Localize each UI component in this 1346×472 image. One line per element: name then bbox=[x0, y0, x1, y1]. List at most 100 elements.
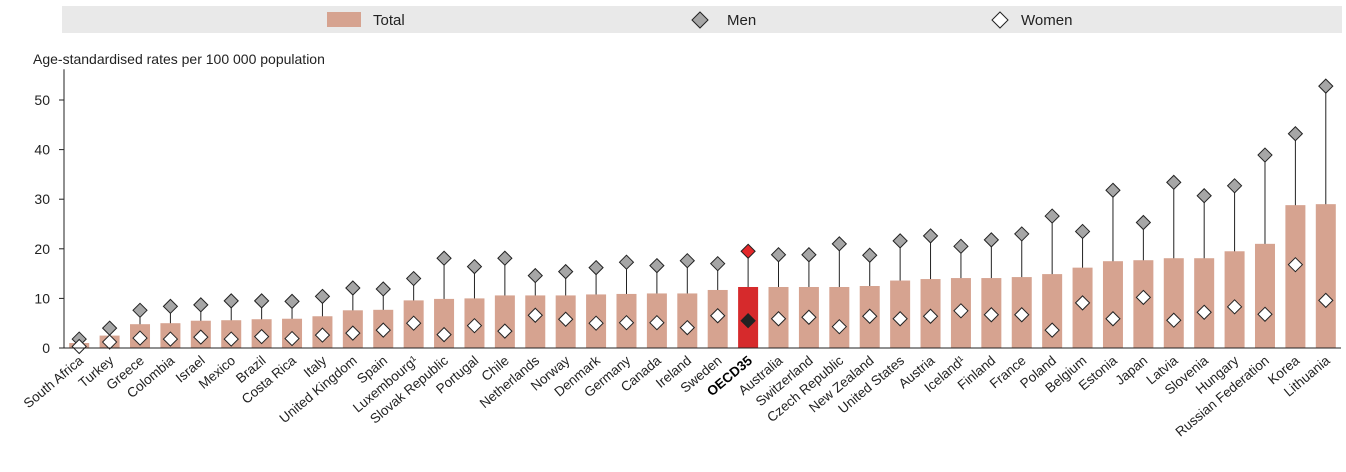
women-marker-austria bbox=[922, 308, 939, 324]
men-marker-united-states bbox=[892, 233, 908, 249]
women-marker-chile bbox=[497, 323, 513, 339]
x-tick-label-japan: Japan bbox=[1112, 353, 1150, 388]
women-marker-germany bbox=[618, 314, 635, 331]
men-marker-brazil bbox=[253, 293, 270, 309]
women-marker-finland bbox=[983, 307, 1000, 323]
men-marker-oecd35 bbox=[740, 243, 756, 259]
bar-total-chile bbox=[494, 295, 515, 348]
women-marker-canada bbox=[649, 314, 665, 331]
men-marker-czech-republic bbox=[831, 236, 848, 252]
women-marker-latvia bbox=[1166, 312, 1182, 328]
y-tick-label: 50 bbox=[34, 92, 50, 108]
women-marker-switzerland bbox=[801, 309, 817, 325]
bar-total-korea bbox=[1285, 205, 1306, 348]
women-marker-sweden bbox=[709, 308, 726, 324]
men-marker-israel bbox=[193, 297, 209, 313]
women-marker-lithuania bbox=[1318, 292, 1334, 309]
women-marker-spain bbox=[375, 322, 391, 338]
women-marker-costa-rica bbox=[284, 330, 300, 347]
men-marker-costa-rica bbox=[284, 293, 300, 310]
legend-men-diamond-icon bbox=[691, 11, 709, 29]
women-marker-denmark bbox=[588, 315, 604, 331]
women-marker-luxembourg bbox=[405, 315, 422, 331]
women-marker-hungary bbox=[1226, 299, 1243, 315]
men-marker-russian-federation bbox=[1257, 147, 1273, 163]
men-marker-united-kingdom bbox=[345, 280, 361, 296]
y-tick-label: 20 bbox=[34, 241, 50, 257]
legend-men-label: Men bbox=[727, 12, 756, 29]
men-marker-austria bbox=[922, 228, 939, 244]
men-marker-australia bbox=[770, 247, 787, 263]
women-marker-ireland bbox=[679, 319, 696, 336]
legend-women-label: Women bbox=[1021, 12, 1072, 29]
legend-women-diamond-icon bbox=[991, 11, 1009, 29]
men-marker-hungary bbox=[1226, 178, 1243, 194]
women-marker-united-states bbox=[892, 311, 908, 327]
men-marker-sweden bbox=[709, 255, 726, 272]
bar-total-estonia bbox=[1102, 261, 1123, 348]
men-marker-lithuania bbox=[1318, 78, 1334, 94]
y-tick-label: 0 bbox=[42, 340, 50, 356]
legend: Total Men Women bbox=[327, 11, 1072, 29]
women-marker-united-kingdom bbox=[345, 325, 361, 341]
women-marker-australia bbox=[770, 311, 787, 327]
men-marker-portugal bbox=[466, 258, 483, 275]
x-tick-label-south-africa: South Africa bbox=[21, 352, 87, 411]
women-marker-japan bbox=[1135, 289, 1152, 306]
y-tick-label: 10 bbox=[34, 290, 50, 306]
men-marker-belgium bbox=[1074, 223, 1091, 240]
men-marker-germany bbox=[618, 254, 635, 270]
men-marker-italy bbox=[314, 288, 331, 305]
women-marker-israel bbox=[193, 329, 209, 345]
legend-total-label: Total bbox=[373, 12, 405, 29]
men-marker-turkey bbox=[101, 320, 118, 336]
men-marker-mexico bbox=[223, 293, 239, 309]
legend-total-swatch bbox=[327, 12, 361, 27]
y-axis-label: Age-standardised rates per 100 000 popul… bbox=[33, 51, 325, 67]
women-marker-new-zealand bbox=[862, 308, 878, 324]
men-marker-new-zealand bbox=[862, 247, 878, 263]
y-tick-label: 40 bbox=[34, 142, 50, 158]
men-marker-switzerland bbox=[801, 247, 817, 263]
women-markers bbox=[71, 256, 1334, 355]
bar-total-russian-federation bbox=[1254, 243, 1275, 348]
women-marker-russian-federation bbox=[1257, 306, 1273, 322]
x-axis-labels: South AfricaTurkeyGreeceColombiaIsraelMe… bbox=[21, 352, 1333, 439]
men-marker-netherlands bbox=[527, 267, 543, 284]
women-marker-netherlands bbox=[527, 307, 543, 323]
men-marker-iceland bbox=[953, 238, 969, 255]
men-marker-latvia bbox=[1166, 174, 1182, 191]
men-marker-norway bbox=[557, 263, 574, 280]
bar-total-slovenia bbox=[1194, 258, 1215, 348]
men-marker-greece bbox=[132, 302, 148, 319]
women-marker-colombia bbox=[162, 331, 179, 347]
women-marker-france bbox=[1014, 307, 1030, 323]
men-marker-ireland bbox=[679, 252, 696, 269]
y-tick-label: 30 bbox=[34, 191, 50, 207]
women-marker-oecd35 bbox=[740, 313, 756, 329]
men-marker-canada bbox=[649, 257, 665, 274]
women-marker-norway bbox=[557, 311, 574, 327]
men-marker-japan bbox=[1135, 214, 1152, 231]
men-marker-luxembourg bbox=[405, 270, 422, 287]
women-marker-slovak-republic bbox=[436, 326, 452, 343]
women-marker-mexico bbox=[223, 331, 239, 347]
women-marker-greece bbox=[132, 330, 148, 346]
men-marker-denmark bbox=[588, 259, 604, 276]
women-marker-turkey bbox=[101, 334, 118, 350]
women-marker-poland bbox=[1044, 322, 1060, 338]
women-marker-iceland bbox=[953, 303, 969, 319]
men-marker-chile bbox=[497, 250, 513, 266]
bar-total-lithuania bbox=[1315, 204, 1336, 348]
women-marker-south-africa bbox=[71, 338, 87, 355]
women-marker-italy bbox=[314, 327, 331, 343]
bar-total-czech-republic bbox=[829, 286, 850, 348]
men-marker-spain bbox=[375, 281, 391, 297]
men-marker-slovenia bbox=[1196, 188, 1212, 204]
women-marker-estonia bbox=[1105, 311, 1121, 327]
men-marker-korea bbox=[1287, 126, 1304, 142]
men-marker-estonia bbox=[1105, 182, 1121, 198]
women-marker-brazil bbox=[253, 328, 270, 345]
men-marker-finland bbox=[983, 232, 1000, 248]
